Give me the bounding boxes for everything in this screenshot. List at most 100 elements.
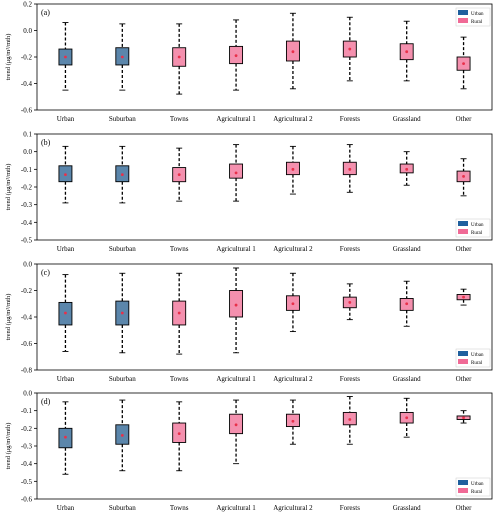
y-tick-label: -0.2 [21,287,33,295]
y-tick-label: -0.6 [21,340,33,348]
box-forests [342,144,357,193]
box-other [456,410,471,424]
y-tick-label: 0.0 [23,27,32,35]
median-marker [348,47,352,51]
box-forests [342,283,357,321]
y-tick-label: -0.8 [21,367,33,375]
median-marker [405,302,409,306]
x-category-label: Grassland [393,504,421,512]
x-category-label: Grassland [393,245,421,253]
y-tick-label: -0.5 [21,478,33,486]
plot-frame [36,392,493,500]
box-grassland [399,20,414,82]
median-marker [177,55,181,59]
y-axis-label: trend (μg/m³/mth) [5,164,12,211]
box-grassland [399,397,414,438]
y-tick-label: -0.3 [21,443,33,451]
legend-swatch-urban [458,10,468,15]
median-marker [234,54,238,58]
box-urban [58,22,73,91]
chart-panel-a: 0.2 0.0 -0.2 -0.4 -0.6 trend (μg/m³/mth) (a) Ur… [5,1,493,123]
x-category-label: Agricultural 1 [216,504,256,512]
y-tick-label: -0.2 [21,54,33,62]
legend-label-rural: Rural [471,231,483,236]
x-category-label: Suburban [109,375,136,383]
x-category-label: Agricultural 2 [273,375,313,383]
panel-label: (c) [41,268,50,277]
y-tick-label: -0.6 [21,107,33,115]
box-suburban [115,23,130,91]
median-marker [291,419,295,423]
box-urban [58,401,73,475]
legend-swatch-urban [458,351,468,356]
median-marker [64,311,67,315]
box-other [456,36,471,90]
legend-label-urban: Urban [471,12,484,17]
median-marker [120,434,124,437]
x-category-label: Agricultural 2 [273,115,313,123]
legend-label-rural: Rural [471,490,483,495]
box-suburban [115,399,130,472]
y-tick-label: -0.4 [21,219,33,227]
legend-label-rural: Rural [471,361,483,366]
x-category-label: Urban [57,115,75,123]
median-marker [177,311,181,315]
median-marker [291,167,295,171]
x-category-label: Forests [340,245,361,253]
chart-panel-d: 0.0 -0.1 -0.2 -0.3 -0.4 -0.5 -0.6 trend (μg/m³/… [5,390,493,512]
y-tick-label: -0.1 [21,407,33,415]
median-marker [64,435,67,439]
y-axis-label: trend (μg/m³/mth) [5,423,12,470]
box-urban [58,274,73,352]
x-category-label: Grassland [393,115,421,123]
x-category-label: Urban [57,245,75,253]
x-category-label: Towns [170,245,189,253]
x-category-label: Towns [170,504,189,512]
legend-label-urban: Urban [471,353,484,358]
median-marker [234,171,238,175]
y-tick-label: 0.1 [23,131,32,139]
chart-panel-c: 0.0 -0.2 -0.4 -0.6 -0.8 trend (μg/m³/mth) (c) U… [5,261,493,383]
legend-label-urban: Urban [471,482,484,487]
legend-swatch-urban [458,221,468,226]
median-marker [64,55,67,59]
plot-frame [36,133,493,241]
box-body [229,163,244,179]
box-agricultural-2 [285,145,300,195]
x-category-label: Urban [57,375,75,383]
y-tick-label: -0.4 [21,314,33,322]
y-tick-label: -0.4 [21,460,33,468]
median-marker [234,423,238,427]
y-axis-label: trend (μg/m³/mth) [5,294,12,341]
box-towns [172,272,187,355]
box-agricultural-2 [285,12,300,90]
box-agricultural-2 [285,399,300,445]
plot-frame [36,263,493,371]
median-marker [462,62,465,66]
x-category-label: Other [456,375,473,383]
median-marker [348,167,352,171]
y-tick-label: -0.1 [21,166,33,174]
x-category-label: Suburban [109,504,136,512]
median-marker [64,173,67,177]
box-agricultural-1 [229,19,244,91]
median-marker [405,167,409,171]
y-tick-label: -0.2 [21,184,33,192]
median-marker [291,302,295,306]
y-tick-label: 0.0 [23,261,32,269]
legend-swatch-urban [458,480,468,485]
box-suburban [115,145,130,204]
box-suburban [115,272,130,354]
x-category-label: Towns [170,115,189,123]
x-category-label: Urban [57,504,75,512]
median-marker [291,50,295,54]
y-tick-label: 0.0 [23,148,32,156]
box-agricultural-1 [229,399,244,465]
x-category-label: Suburban [109,245,136,253]
median-marker [462,295,465,299]
x-category-label: Grassland [393,375,421,383]
median-marker [177,432,181,436]
median-marker [120,55,124,59]
legend-label-rural: Rural [471,20,483,25]
